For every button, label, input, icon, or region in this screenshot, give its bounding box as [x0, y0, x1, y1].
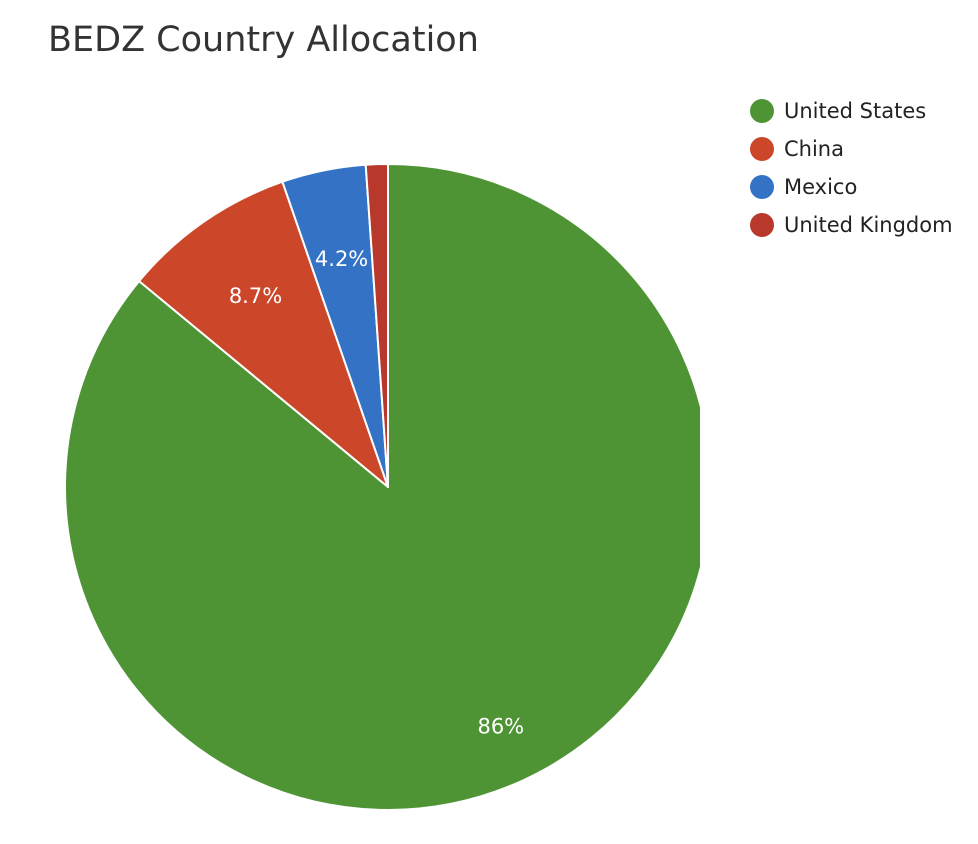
legend-swatch-china — [750, 137, 774, 161]
legend-label-united-states: United States — [784, 99, 927, 123]
legend-item-mexico[interactable]: Mexico — [750, 168, 953, 206]
legend: United States China Mexico United Kingdo… — [750, 92, 953, 244]
legend-item-china[interactable]: China — [750, 130, 953, 168]
legend-swatch-united-kingdom — [750, 213, 774, 237]
data-label-united-states: 86% — [477, 715, 524, 739]
legend-label-mexico: Mexico — [784, 175, 858, 199]
pie-slice-united-kingdom[interactable] — [364, 162, 389, 488]
pie-slice-united-states[interactable] — [63, 163, 700, 811]
legend-label-united-kingdom: United Kingdom — [784, 213, 953, 237]
legend-item-united-kingdom[interactable]: United Kingdom — [750, 206, 953, 244]
legend-label-china: China — [784, 137, 844, 161]
legend-swatch-united-states — [750, 99, 774, 123]
data-label-mexico: 4.2% — [315, 247, 368, 271]
pie-chart: 86% 8.7% 4.2% — [63, 162, 700, 811]
legend-swatch-mexico — [750, 175, 774, 199]
pie-slice-china[interactable] — [138, 180, 389, 488]
chart-title: BEDZ Country Allocation — [48, 20, 479, 60]
legend-item-united-states[interactable]: United States — [750, 92, 953, 130]
data-label-china: 8.7% — [229, 284, 282, 308]
